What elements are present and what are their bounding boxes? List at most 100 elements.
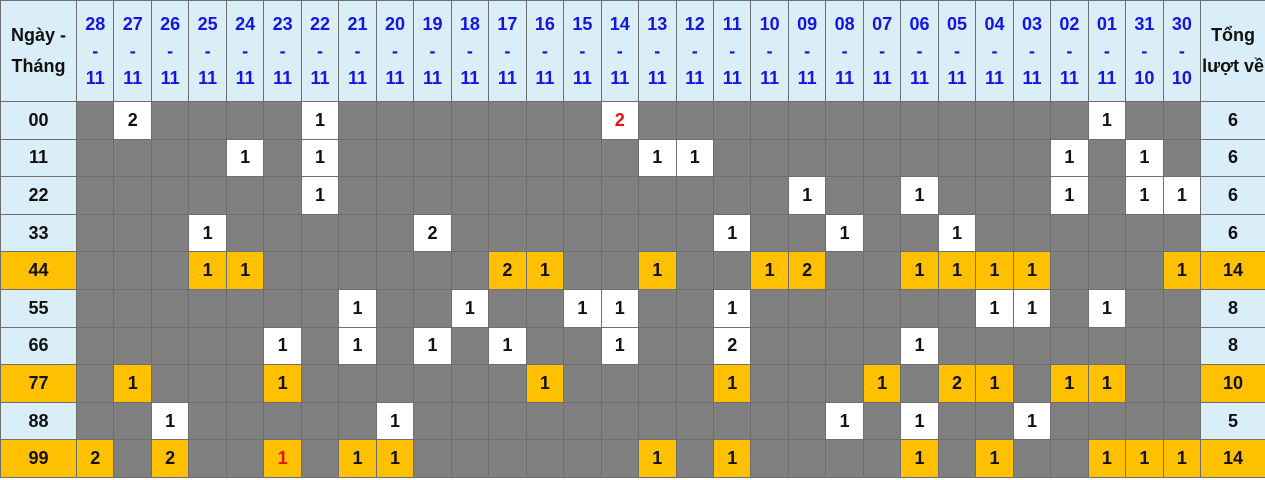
header-date-13-11: 13 - 11 [638, 0, 677, 102]
empty-cell [75, 101, 115, 140]
empty-cell [900, 364, 939, 403]
empty-cell [338, 138, 377, 178]
empty-cell [1087, 176, 1127, 215]
empty-cell [1012, 138, 1052, 178]
empty-cell [1012, 326, 1052, 366]
date-month: 11 [273, 67, 293, 88]
date-month: 11 [835, 67, 855, 88]
table-row-88: 88 1 1 1 1 1 5 [0, 401, 1265, 441]
date-separator: - [991, 40, 998, 61]
row-number-label: 44 [0, 251, 77, 290]
row-total: 6 [1200, 213, 1265, 253]
count-cell: 1 [338, 439, 377, 478]
date-day: 11 [722, 13, 742, 34]
count-cell: 1 [225, 251, 265, 290]
header-date-01-11: 01 - 11 [1087, 0, 1127, 102]
date-separator: - [429, 40, 436, 61]
empty-cell [675, 326, 714, 366]
date-day: 20 [384, 13, 405, 34]
header-date-23-11: 23 - 11 [263, 0, 302, 102]
count-cell: 1 [1087, 364, 1127, 403]
empty-cell [600, 439, 640, 478]
empty-cell [150, 251, 190, 290]
count-cell: 1 [1012, 401, 1052, 441]
empty-cell [825, 439, 864, 478]
header-date-15-11: 15 - 11 [563, 0, 602, 102]
count-cell: 1 [862, 364, 902, 403]
count-cell: 1 [525, 364, 565, 403]
date-month: 11 [497, 67, 517, 88]
empty-cell [787, 439, 827, 478]
empty-cell [1125, 364, 1164, 403]
empty-cell [712, 251, 752, 290]
date-month: 11 [647, 67, 667, 88]
empty-cell [787, 138, 827, 178]
empty-cell [862, 213, 902, 253]
empty-cell [488, 364, 527, 403]
date-day: 15 [572, 13, 593, 34]
empty-cell [1012, 101, 1052, 140]
date-separator: - [1178, 40, 1185, 61]
count-cell: 1 [188, 213, 227, 253]
empty-cell [225, 439, 265, 478]
empty-cell [1125, 213, 1164, 253]
count-cell: 1 [712, 288, 752, 328]
empty-cell [263, 176, 302, 215]
header-date-30-10: 30 - 10 [1162, 0, 1202, 102]
empty-cell [600, 138, 640, 178]
date-separator: - [391, 40, 398, 61]
empty-cell [975, 138, 1014, 178]
row-number-label: 77 [0, 364, 77, 403]
empty-cell [300, 213, 340, 253]
row-total: 10 [1200, 364, 1265, 403]
row-total: 8 [1200, 288, 1265, 328]
empty-cell [1087, 326, 1127, 366]
empty-cell [188, 138, 227, 178]
count-cell: 1 [450, 288, 490, 328]
date-month: 11 [1059, 67, 1079, 88]
row-total: 14 [1200, 439, 1265, 478]
date-separator: - [354, 40, 361, 61]
empty-cell [750, 326, 789, 366]
count-cell: 1 [150, 401, 190, 441]
date-month: 11 [460, 67, 480, 88]
empty-cell [300, 326, 340, 366]
empty-cell [1162, 213, 1202, 253]
empty-cell [488, 138, 527, 178]
count-cell: 1 [638, 138, 677, 178]
empty-cell [1162, 326, 1202, 366]
count-cell: 1 [600, 326, 640, 366]
empty-cell [375, 213, 415, 253]
empty-cell [638, 213, 677, 253]
empty-cell [1012, 213, 1052, 253]
empty-cell [712, 401, 752, 441]
empty-cell [563, 213, 602, 253]
date-day: 02 [1059, 13, 1080, 34]
empty-cell [450, 364, 490, 403]
empty-cell [1087, 251, 1127, 290]
date-day: 05 [947, 13, 968, 34]
empty-cell [75, 401, 115, 441]
empty-cell [900, 101, 939, 140]
date-separator: - [541, 40, 548, 61]
empty-cell [1012, 439, 1052, 478]
empty-cell [1125, 288, 1164, 328]
date-separator: - [879, 40, 886, 61]
empty-cell [563, 138, 602, 178]
empty-cell [75, 176, 115, 215]
count-cell: 1 [375, 401, 415, 441]
count-cell: 1 [113, 364, 152, 403]
empty-cell [787, 288, 827, 328]
date-separator: - [691, 40, 698, 61]
empty-cell [413, 251, 452, 290]
count-cell: 1 [300, 101, 340, 140]
empty-cell [263, 288, 302, 328]
empty-cell [450, 251, 490, 290]
count-cell: 1 [675, 138, 714, 178]
date-month: 11 [610, 67, 630, 88]
date-month: 10 [1171, 67, 1192, 88]
header-date-10-11: 10 - 11 [750, 0, 789, 102]
count-cell: 1 [1125, 176, 1164, 215]
empty-cell [150, 288, 190, 328]
header-date-05-11: 05 - 11 [937, 0, 977, 102]
